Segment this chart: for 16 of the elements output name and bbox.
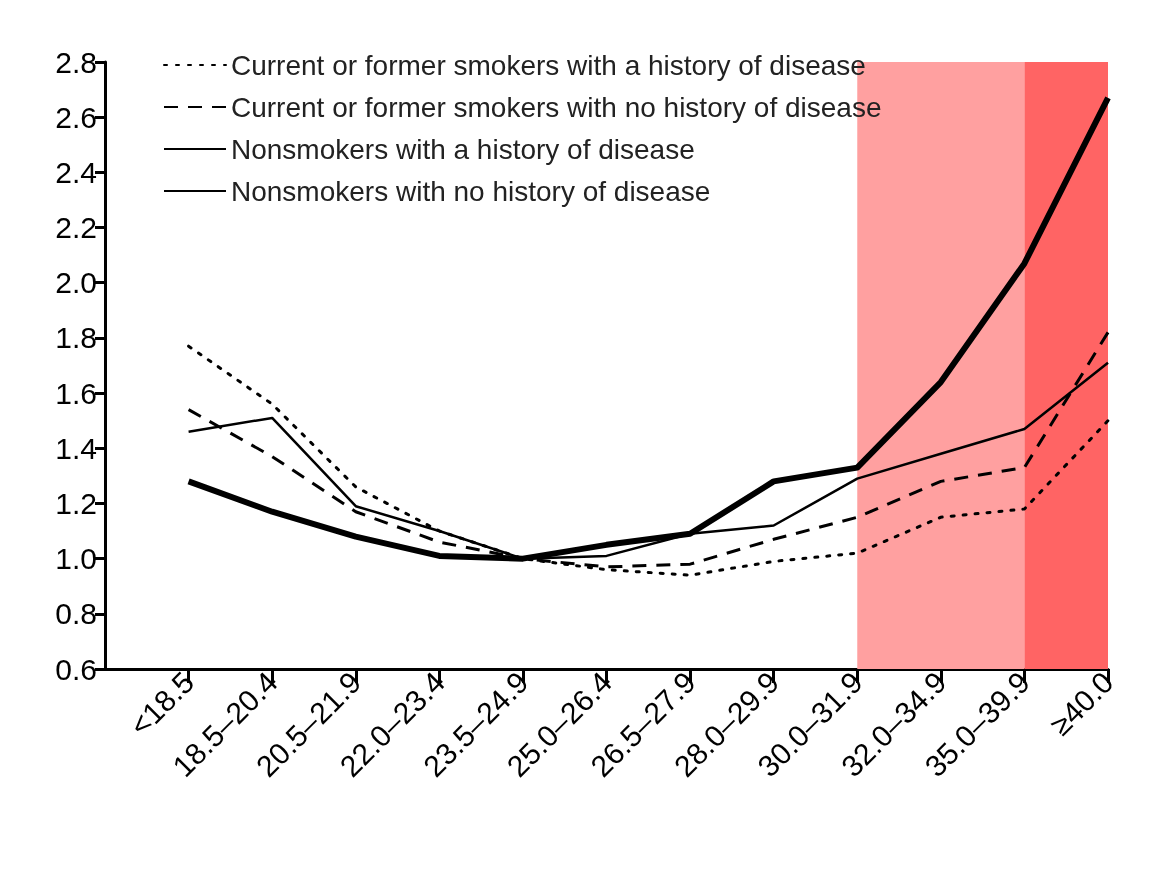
y-tick-label: 1.2	[55, 486, 97, 520]
y-tick-label: 1.4	[55, 431, 97, 465]
y-tick-label: 2.2	[55, 211, 97, 245]
legend-label: Nonsmokers with a history of disease	[231, 133, 695, 165]
y-tick-label: 2.0	[55, 266, 97, 300]
legend-label: Nonsmokers with no history of disease	[231, 175, 711, 207]
y-tick-label: 2.6	[55, 100, 97, 134]
y-tick-label: 2.4	[55, 155, 97, 189]
y-tick-label: 1.6	[55, 376, 97, 410]
y-tick-label: 0.8	[55, 597, 97, 631]
y-tick-label: 0.6	[55, 652, 97, 686]
y-tick-label: 1.8	[55, 321, 97, 355]
y-tick-label: 1.0	[55, 542, 97, 576]
y-tick-label: 2.8	[55, 45, 97, 79]
legend-label: Current or former smokers with no history of disease	[231, 91, 882, 123]
legend-label: Current or former smokers with a history of disease	[231, 49, 866, 81]
